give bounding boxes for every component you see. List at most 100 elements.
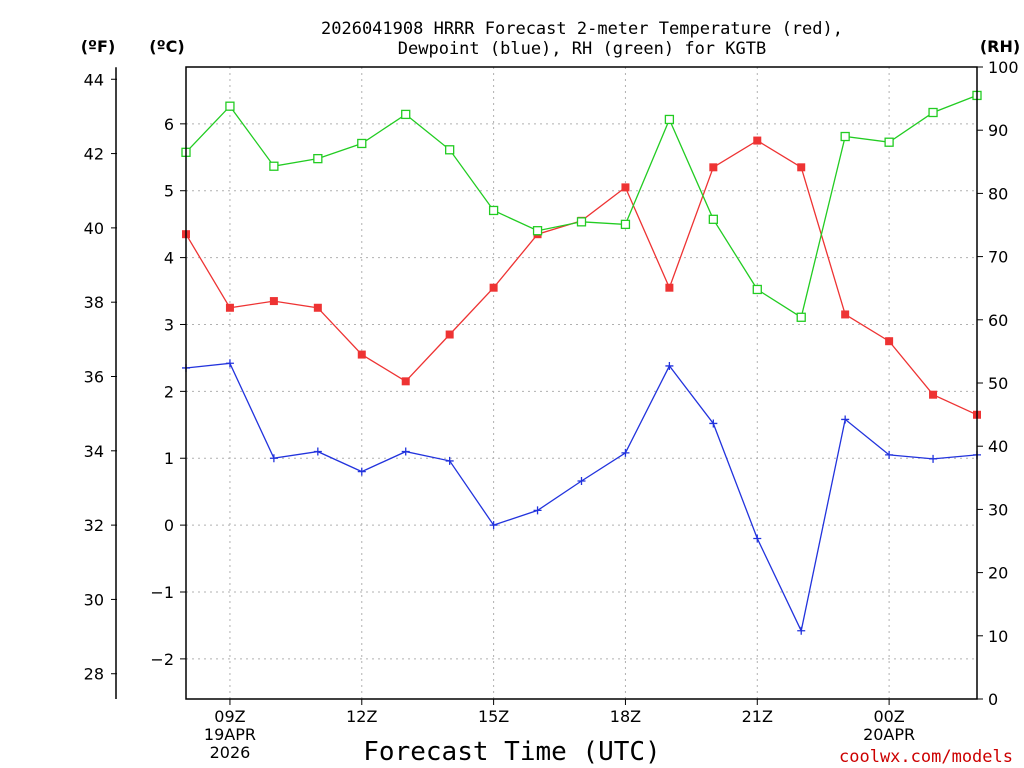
time-tick-label: 09Z [214, 707, 245, 726]
rh-point [532, 226, 543, 236]
temperature-point [929, 390, 938, 399]
chart-title-line2: Dewpoint (blue), RH (green) for KGTB [398, 39, 766, 59]
fahrenheit-axis: 28 30 32 34 36 38 40 42 44 [84, 67, 117, 699]
temperature-point [841, 310, 850, 319]
rh-unit-label: (RH) [980, 37, 1020, 56]
fahrenheit-tick-label: 38 [84, 293, 104, 312]
dewpoint-point [225, 359, 234, 368]
fahrenheit-tick-label: 40 [84, 219, 104, 238]
dewpoint-point [709, 419, 718, 428]
time-tick-label: 12Z [346, 707, 377, 726]
rh-tick-label: 40 [988, 437, 1008, 456]
dewpoint-point [929, 454, 938, 463]
temperature-point [357, 350, 366, 359]
dewpoint-point [885, 450, 894, 459]
rh-point [357, 138, 367, 149]
dewpoint-point [445, 456, 454, 465]
celsius-axis: −2 −1 0 1 2 3 4 5 6 [150, 115, 186, 669]
credit-text: coolwx.com/models [839, 747, 1013, 767]
rh-point [401, 109, 411, 120]
time-tick-label: 2026 [210, 743, 251, 762]
temperature-line [185, 139, 978, 416]
temperature-point [621, 183, 630, 192]
rh-tick-label: 60 [988, 311, 1008, 330]
plot-frame [185, 66, 978, 700]
rh-point [664, 114, 675, 125]
temperature-point [885, 337, 894, 346]
rh-point [796, 312, 806, 322]
dewpoint-point [577, 476, 586, 485]
celsius-tick-label: −2 [150, 650, 174, 669]
rh-point [752, 284, 762, 295]
fahrenheit-tick-label: 30 [84, 590, 104, 609]
chart-title-line1: 2026041908 HRRR Forecast 2-meter Tempera… [321, 19, 843, 39]
celsius-tick-label: −1 [150, 583, 174, 602]
time-tick-label: 00Z [873, 707, 904, 726]
time-tick-label: 20APR [863, 725, 915, 744]
rh-point [488, 205, 499, 216]
dewpoint-point [357, 467, 366, 476]
rh-point [576, 217, 587, 227]
time-tick-label: 21Z [742, 707, 773, 726]
rh-axis: 0 10 20 30 40 50 60 70 80 90 100 [977, 58, 1019, 709]
rh-point [269, 161, 279, 171]
temperature-point [313, 303, 322, 312]
series-layer [181, 90, 982, 635]
rh-point [840, 131, 850, 142]
temperature-point [709, 163, 718, 172]
fahrenheit-tick-label: 32 [84, 516, 104, 535]
rh-tick-label: 10 [988, 627, 1008, 646]
celsius-tick-label: 4 [164, 249, 174, 268]
dewpoint-point [841, 415, 850, 424]
rh-point [928, 107, 938, 118]
rh-line [185, 94, 978, 319]
dewpoint-point [269, 454, 278, 463]
temperature-point [225, 303, 234, 312]
temperature-point [753, 136, 762, 145]
rh-tick-label: 50 [988, 374, 1008, 393]
celsius-tick-label: 3 [164, 315, 174, 334]
fahrenheit-tick-label: 44 [84, 70, 104, 89]
fahrenheit-tick-label: 36 [84, 367, 104, 386]
x-axis-title: Forecast Time (UTC) [363, 737, 660, 767]
fahrenheit-tick-label: 42 [84, 145, 104, 164]
dewpoint-point [533, 506, 542, 515]
rh-tick-label: 0 [988, 690, 998, 709]
series-rh [181, 90, 982, 322]
temperature-point [797, 163, 806, 172]
temperature-point [665, 283, 674, 292]
rh-tick-label: 90 [988, 121, 1008, 140]
fahrenheit-tick-label: 34 [84, 442, 104, 461]
dewpoint-point [313, 447, 322, 456]
rh-point [884, 137, 894, 147]
temperature-point [269, 297, 278, 306]
grid-lines [186, 67, 977, 699]
celsius-unit-label: (ºC) [149, 37, 184, 56]
dewpoint-point [753, 534, 762, 543]
celsius-tick-label: 0 [164, 516, 174, 535]
rh-tick-label: 20 [988, 564, 1008, 583]
fahrenheit-tick-label: 28 [84, 665, 104, 684]
dewpoint-point [797, 626, 806, 635]
temperature-point [489, 283, 498, 292]
time-tick-label: 19APR [204, 725, 256, 744]
rh-point [620, 219, 631, 230]
rh-point [225, 101, 235, 111]
rh-tick-label: 80 [988, 184, 1008, 203]
dewpoint-point [401, 447, 410, 456]
rh-tick-label: 30 [988, 500, 1008, 519]
fahrenheit-unit-label: (ºF) [81, 37, 116, 56]
dewpoint-point [621, 448, 630, 457]
dewpoint-point [665, 361, 674, 370]
time-tick-label: 15Z [478, 707, 509, 726]
temperature-point [445, 330, 454, 339]
celsius-tick-label: 6 [164, 115, 174, 134]
dewpoint-line [185, 362, 978, 633]
series-temperature [182, 136, 981, 419]
rh-tick-label: 70 [988, 248, 1008, 267]
time-tick-label: 18Z [610, 707, 641, 726]
dewpoint-point [489, 521, 498, 530]
celsius-tick-label: 5 [164, 182, 174, 201]
